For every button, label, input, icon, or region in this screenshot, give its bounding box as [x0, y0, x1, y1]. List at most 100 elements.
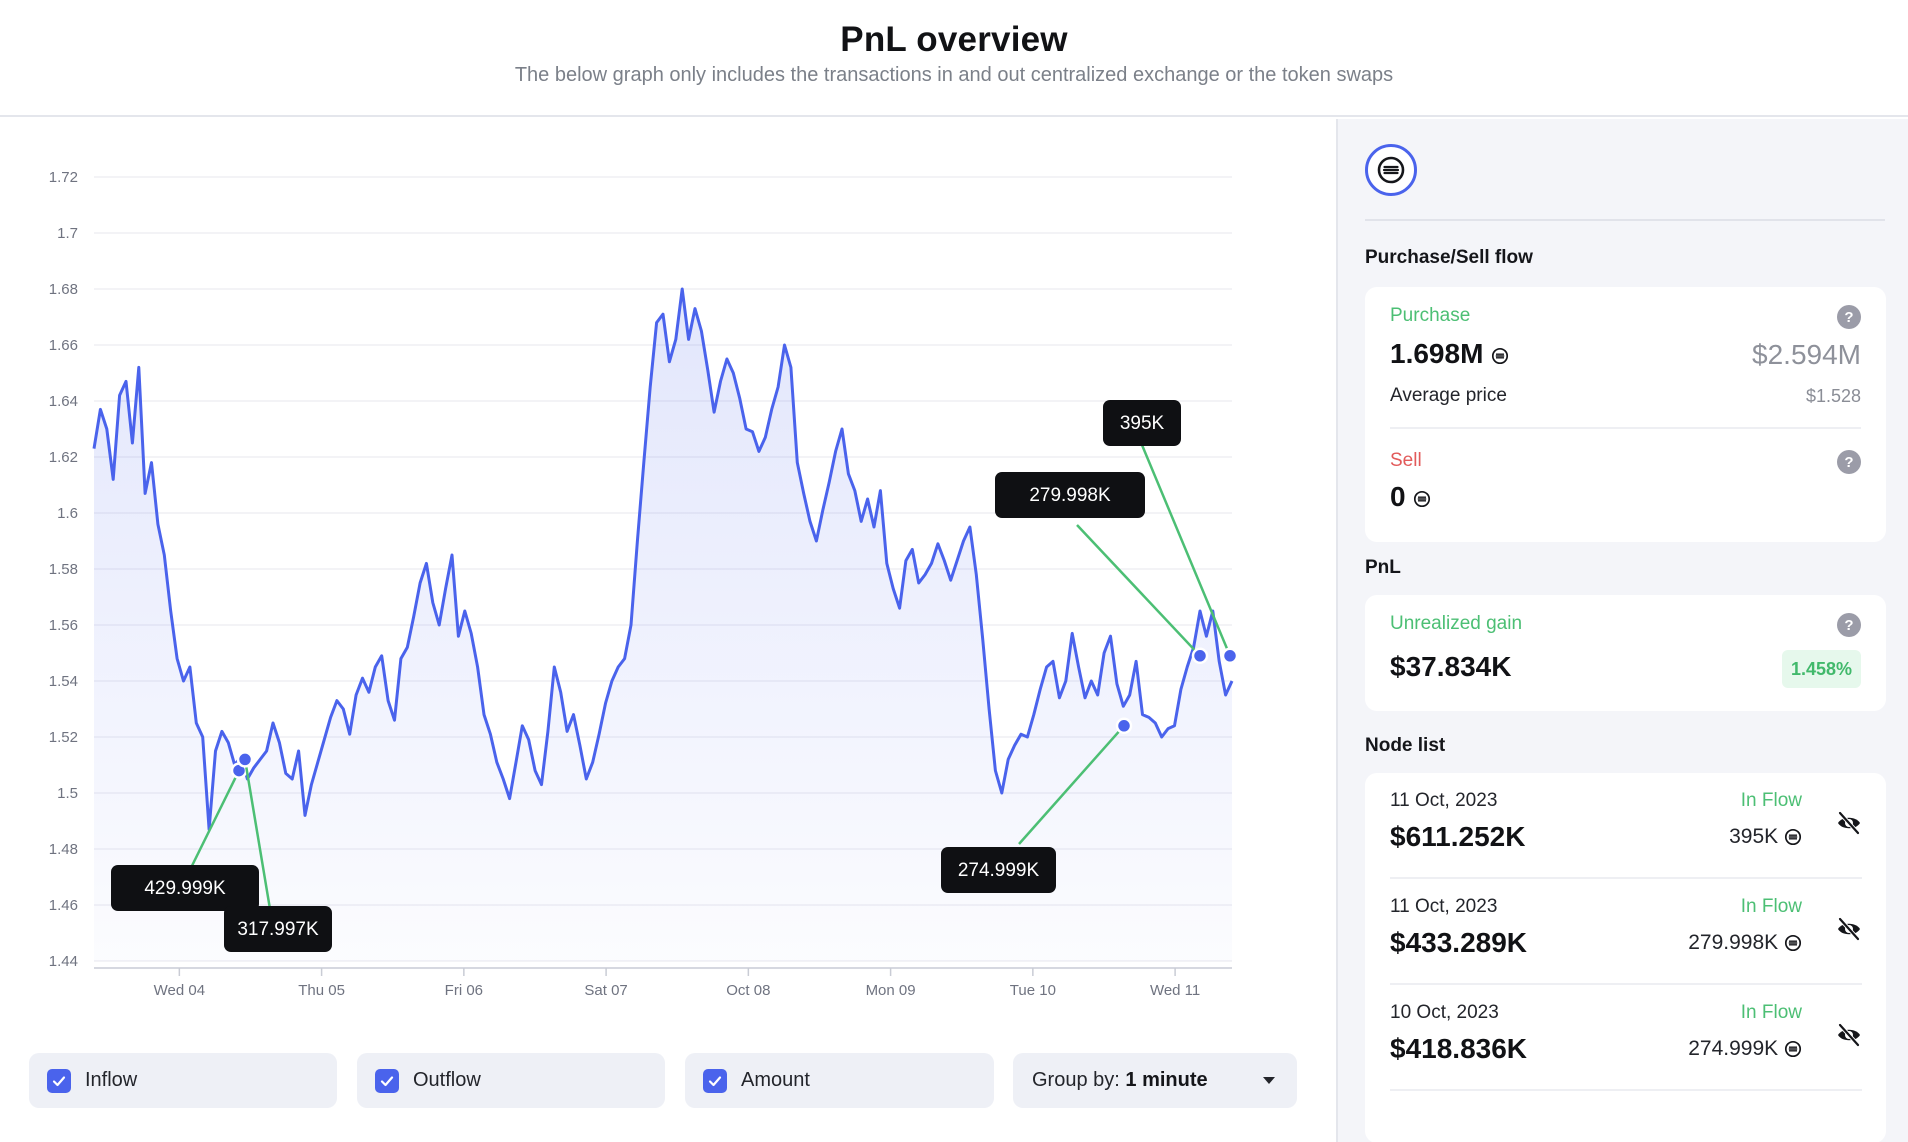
check-icon	[52, 1075, 66, 1086]
x-tick-label: Wed 11	[1150, 982, 1200, 999]
pnl-card: Unrealized gain ? $37.834K 1.458%	[1365, 595, 1886, 711]
node-row[interactable]: 11 Oct, 2023 $611.252K In Flow 395K	[1390, 773, 1862, 879]
inflow-toggle[interactable]: Inflow	[29, 1053, 337, 1108]
coin-icon	[1492, 347, 1509, 364]
coin-icon	[1377, 156, 1405, 184]
y-tick-label: 1.7	[57, 225, 78, 242]
node-usd: $433.289K	[1390, 927, 1528, 958]
outflow-checkbox[interactable]	[375, 1068, 399, 1093]
y-tick-label: 1.6	[57, 505, 78, 522]
node-flow: In Flow	[1740, 790, 1802, 811]
node-flow: In Flow	[1740, 1002, 1802, 1023]
chart-controls: Inflow Outflow Amount Group by: 1 minute	[0, 1053, 1336, 1109]
average-price-value: $1.528	[1805, 386, 1861, 406]
token-logo	[1365, 144, 1417, 196]
eye-off-icon[interactable]	[1836, 916, 1862, 942]
purchase-label: Purchase	[1390, 305, 1471, 326]
coin-icon	[1784, 935, 1802, 952]
group-by-value: 1 minute	[1125, 1069, 1208, 1091]
annotation-label: 279.998K	[1029, 485, 1111, 506]
inflow-label: Inflow	[85, 1069, 138, 1091]
x-tick-label: Sat 07	[584, 982, 627, 999]
node-flow: In Flow	[1740, 896, 1802, 917]
node-marker[interactable]	[236, 751, 254, 768]
annotation-label: 429.999K	[144, 878, 226, 899]
annotation-connector	[1140, 444, 1232, 657]
annotation-connector	[243, 759, 275, 928]
y-tick-label: 1.56	[49, 617, 78, 634]
sell-amount: 0	[1390, 481, 1406, 512]
annotation-bubble[interactable]	[224, 906, 332, 952]
annotation-bubble[interactable]	[111, 865, 259, 911]
chart-panel: 1.44 1.46 1.48 1.5 1.52 1.54 1.56 1.58 1.6 1.62 1.…	[0, 119, 1336, 1142]
node-row[interactable]: 10 Oct, 2023 $418.836K In Flow 274.999K	[1390, 985, 1862, 1091]
x-tick-label: Mon 09	[866, 982, 916, 999]
node-date: 11 Oct, 2023	[1390, 896, 1498, 917]
help-icon[interactable]: ?	[1837, 305, 1861, 329]
node-amount-row: 279.998K	[1688, 931, 1802, 955]
node-date: 10 Oct, 2023	[1390, 1002, 1499, 1023]
x-tick-label: Fri 06	[445, 982, 483, 999]
purchase-usd: $2.594M	[1752, 339, 1861, 370]
y-tick-label: 1.62	[49, 449, 78, 466]
y-tick-label: 1.44	[49, 953, 78, 970]
node-amount-row: 274.999K	[1688, 1037, 1802, 1061]
group-by-label: Group by:	[1032, 1069, 1120, 1091]
y-tick-label: 1.52	[49, 729, 78, 746]
unrealized-gain-label: Unrealized gain	[1390, 613, 1523, 634]
help-icon[interactable]: ?	[1837, 613, 1861, 637]
y-tick-label: 1.46	[49, 897, 78, 914]
side-panel: Purchase/Sell flow Purchase ? 1.698M $2.…	[1336, 119, 1908, 1142]
coin-icon	[1784, 1041, 1802, 1058]
coin-icon	[1784, 829, 1802, 846]
sell-amount-row: 0	[1390, 481, 1431, 513]
y-tick-label: 1.66	[49, 337, 78, 354]
divider	[1365, 219, 1885, 221]
gain-percent-badge: 1.458%	[1781, 650, 1861, 688]
amount-label: Amount	[741, 1069, 810, 1091]
annotation-connector	[1018, 724, 1125, 845]
check-icon	[380, 1075, 394, 1086]
node-marker[interactable]	[1115, 717, 1133, 735]
group-by-text: Group by: 1 minute	[1032, 1069, 1208, 1092]
node-usd: $418.836K	[1390, 1033, 1528, 1064]
amount-toggle[interactable]: Amount	[685, 1053, 994, 1108]
amount-checkbox[interactable]	[703, 1068, 727, 1093]
group-by-select[interactable]: Group by: 1 minute	[1013, 1053, 1297, 1108]
eye-off-icon[interactable]	[1836, 1022, 1862, 1048]
y-tick-label: 1.68	[49, 281, 78, 298]
annotation-bubble[interactable]	[941, 847, 1056, 893]
inflow-checkbox[interactable]	[47, 1068, 71, 1093]
pnl-chart[interactable]: 1.44 1.46 1.48 1.5 1.52 1.54 1.56 1.58 1.6 1.62 1.…	[0, 119, 1336, 1049]
annotation-label: 317.997K	[237, 919, 319, 940]
page-header: PnL overview The below graph only includ…	[0, 0, 1908, 117]
outflow-toggle[interactable]: Outflow	[357, 1053, 665, 1108]
y-tick-label: 1.48	[49, 841, 78, 858]
unrealized-gain-value: $37.834K	[1390, 651, 1512, 682]
node-amount-row: 395K	[1729, 825, 1802, 849]
node-list-title: Node list	[1365, 735, 1446, 756]
node-amount: 395K	[1729, 825, 1779, 848]
y-tick-label: 1.58	[49, 561, 78, 578]
eye-off-icon[interactable]	[1836, 810, 1862, 836]
node-list-card: 11 Oct, 2023 $611.252K In Flow 395K 11 O…	[1365, 773, 1886, 1142]
coin-icon	[1414, 490, 1431, 507]
price-line[interactable]	[92, 287, 1234, 831]
y-tick-label: 1.54	[49, 673, 78, 690]
check-icon	[708, 1075, 722, 1086]
node-marker[interactable]	[1221, 647, 1239, 665]
purchase-amount: 1.698M	[1390, 338, 1484, 369]
x-tick-label: Thu 05	[298, 982, 345, 999]
annotation-connector	[1076, 524, 1201, 657]
caret-down-icon	[1263, 1077, 1275, 1084]
divider	[1390, 427, 1861, 429]
y-tick-label: 1.72	[49, 169, 78, 186]
node-marker[interactable]	[1191, 647, 1209, 665]
y-tick-label: 1.5	[57, 785, 78, 802]
annotation-bubble[interactable]	[1103, 400, 1181, 446]
purchase-sell-card: Purchase ? 1.698M $2.594M Average price …	[1365, 287, 1886, 542]
help-icon[interactable]: ?	[1837, 450, 1861, 474]
node-row[interactable]: 11 Oct, 2023 $433.289K In Flow 279.998K	[1390, 879, 1862, 985]
annotation-bubble[interactable]	[995, 472, 1145, 518]
y-tick-label: 1.64	[49, 393, 78, 410]
